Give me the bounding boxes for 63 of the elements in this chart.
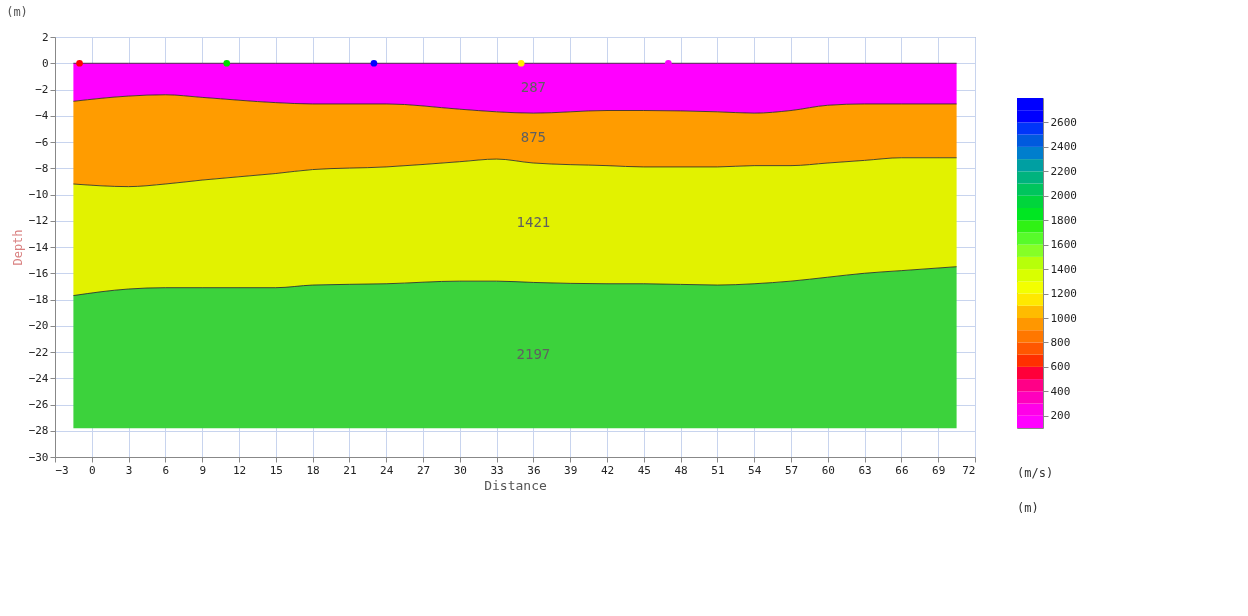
y-tick-label: −10 [28,188,49,201]
y-tick-label: −4 [35,109,49,123]
y-tick-label: −18 [28,293,49,306]
color-bar-label: 400 [1050,384,1071,398]
y-tick-label: −28 [28,424,49,438]
x-tick-label: 57 [784,463,799,477]
x-tick-label: 9 [199,463,207,477]
x-tick-label: −3 [55,463,69,477]
color-bar-label: 1200 [1050,287,1077,301]
color-bar-label: 2600 [1050,115,1077,129]
series-label: 2197 [516,346,551,363]
y-tick-label: −26 [28,398,49,411]
x-tick-label: 33 [490,463,504,477]
color-bar-label: 600 [1050,360,1071,374]
y-tick-label: −14 [28,240,49,254]
y-tick-label: −22 [28,345,49,359]
y-tick-label: −6 [35,135,49,149]
x-tick-label: 72 [962,463,976,477]
x-tick-label: 54 [748,463,762,477]
x-tick-label: 24 [380,463,394,477]
y-tick-label: −12 [28,214,49,228]
x-tick-label: 18 [306,463,320,477]
x-tick-label: 3 [125,463,133,477]
x-tick-label: 66 [895,463,909,477]
y-tick-label: −8 [35,161,49,175]
x-tick-label: 45 [637,463,651,477]
color-bar-label: 1000 [1050,311,1077,325]
y-tick-label: −16 [28,266,49,280]
x-tick-label: 36 [527,463,541,477]
color-bar-title: (m/s) [1017,466,1054,480]
y-tick-label: 0 [41,56,49,70]
y-tick-label: −30 [28,450,49,464]
color-bar-label: 2000 [1050,189,1077,203]
x-tick-label: 15 [269,463,283,477]
color-bar-label: 200 [1050,409,1071,423]
y-tick-label: −2 [35,83,49,96]
x-tick-label: 27 [416,463,431,477]
x-axis-title: Distance [484,477,547,493]
color-bar-label: 2400 [1050,140,1077,154]
y-tick-label: 2 [41,30,49,44]
y-tick-label: −24 [28,371,49,385]
x-tick-label: 63 [858,463,872,477]
x-tick-label: 48 [674,463,688,477]
x-tick-label: 12 [232,463,247,477]
y-axis-title: Depth [10,229,25,266]
text: (m) [6,5,28,19]
series-label: 875 [520,129,547,146]
x-tick-label: 60 [821,463,835,477]
x-tick-label: 0 [88,463,96,477]
x-tick-label: 6 [162,463,170,477]
color-bar-label: 1800 [1050,213,1077,227]
x-tick-label: 21 [343,463,357,477]
y-tick-label: −20 [28,319,49,333]
x-tick-label: 51 [711,463,725,477]
color-bar-label: 1600 [1050,238,1077,252]
x-tick-label: 39 [564,463,578,477]
x-tick-label: 42 [600,463,615,477]
x-tick-label: 69 [932,463,946,477]
color-bar-label: 2200 [1050,164,1077,178]
x-tick-label: 30 [453,463,467,477]
color-bar-label: 800 [1050,335,1071,349]
text: (m) [1017,501,1039,515]
color-bar-label: 1400 [1050,262,1077,276]
